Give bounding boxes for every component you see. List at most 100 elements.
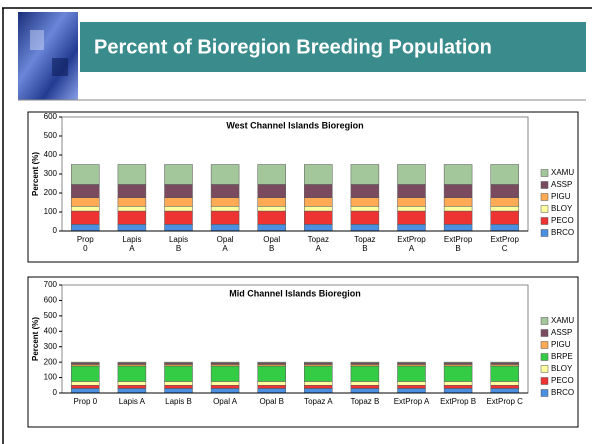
legend-swatch bbox=[541, 342, 548, 349]
bar-segment bbox=[71, 211, 99, 224]
legend-swatch bbox=[541, 218, 548, 225]
bar-segment bbox=[304, 388, 332, 393]
legend-label: BRPE bbox=[551, 352, 573, 361]
y-axis-title: Percent (%) bbox=[31, 317, 40, 361]
x-tick-label: Lapis B bbox=[165, 397, 192, 406]
y-tick-label: 0 bbox=[53, 388, 58, 397]
y-tick-label: 400 bbox=[44, 326, 58, 335]
bar-segment bbox=[118, 211, 146, 224]
bar-segment bbox=[304, 165, 332, 185]
bar-segment bbox=[444, 198, 472, 207]
legend-label: BRCO bbox=[551, 228, 574, 237]
bar-segment bbox=[165, 211, 193, 224]
bar-segment bbox=[351, 198, 379, 207]
bar-segment bbox=[118, 362, 146, 363]
bar-segment bbox=[258, 211, 286, 224]
legend-swatch bbox=[541, 182, 548, 189]
chart-title: West Channel Islands Bioregion bbox=[226, 120, 363, 130]
bar-segment bbox=[118, 381, 146, 385]
x-tick-label: ExtProp A bbox=[394, 397, 430, 406]
x-tick-label: Prop 0 bbox=[74, 397, 98, 406]
bar-segment bbox=[491, 165, 519, 185]
chart-title: Mid Channel Islands Bioregion bbox=[229, 288, 361, 298]
bar-segment bbox=[211, 381, 239, 385]
bar-segment bbox=[118, 165, 146, 185]
bar-segment bbox=[118, 206, 146, 211]
legend-swatch bbox=[541, 378, 548, 385]
bar-segment bbox=[71, 165, 99, 185]
y-tick-label: 400 bbox=[44, 150, 58, 159]
bar-segment bbox=[211, 211, 239, 224]
bar-segment bbox=[351, 184, 379, 197]
bar-segment bbox=[165, 184, 193, 197]
x-tick-label: Opal B bbox=[263, 235, 280, 253]
bar-segment bbox=[71, 198, 99, 207]
bar-segment bbox=[258, 388, 286, 393]
bar-segment bbox=[351, 206, 379, 211]
bar-segment bbox=[398, 381, 426, 385]
header-image-texture bbox=[52, 58, 68, 76]
y-tick-label: 0 bbox=[53, 226, 58, 235]
bar-segment bbox=[398, 388, 426, 393]
bar-segment bbox=[491, 366, 519, 381]
x-tick-label: Lapis A bbox=[122, 235, 141, 253]
bar-segment bbox=[211, 206, 239, 211]
header-image-texture bbox=[30, 30, 44, 50]
bar-segment bbox=[398, 165, 426, 185]
x-tick-label: ExtProp B bbox=[440, 397, 476, 406]
x-tick-label: Opal A bbox=[213, 397, 237, 406]
bar-segment bbox=[351, 165, 379, 185]
bar-segment bbox=[165, 206, 193, 211]
bar-segment bbox=[351, 366, 379, 381]
bar-segment bbox=[211, 184, 239, 197]
x-tick-label: Topaz A bbox=[304, 397, 332, 406]
bar-segment bbox=[258, 385, 286, 388]
bar-segment bbox=[304, 206, 332, 211]
bar-segment bbox=[165, 366, 193, 381]
bar-segment bbox=[444, 211, 472, 224]
bar-segment bbox=[165, 388, 193, 393]
bar-segment bbox=[491, 184, 519, 197]
bar-segment bbox=[444, 206, 472, 211]
bar-segment bbox=[444, 388, 472, 393]
x-tick-label: Lapis B bbox=[169, 235, 188, 253]
bar-segment bbox=[351, 224, 379, 231]
legend-label: BLOY bbox=[551, 204, 573, 213]
legend-swatch bbox=[541, 194, 548, 201]
legend-label: PIGU bbox=[551, 192, 571, 201]
legend-label: PECO bbox=[551, 376, 574, 385]
bar-segment bbox=[444, 366, 472, 381]
legend-label: ASSP bbox=[551, 180, 572, 189]
x-tick-label: Opal A bbox=[217, 235, 234, 253]
legend-swatch bbox=[541, 330, 548, 337]
bar-segment bbox=[211, 165, 239, 185]
bar-segment bbox=[491, 388, 519, 393]
bar-segment bbox=[258, 362, 286, 363]
y-tick-label: 500 bbox=[44, 131, 58, 140]
bar-segment bbox=[71, 385, 99, 388]
bar-segment bbox=[351, 381, 379, 385]
bar-segment bbox=[304, 362, 332, 363]
legend-swatch bbox=[541, 366, 548, 373]
legend-swatch bbox=[541, 354, 548, 361]
bar-segment bbox=[398, 206, 426, 211]
bar-segment bbox=[211, 366, 239, 381]
bar-segment bbox=[491, 211, 519, 224]
y-tick-label: 500 bbox=[44, 311, 58, 320]
bar-segment bbox=[71, 184, 99, 197]
y-tick-label: 600 bbox=[44, 112, 58, 121]
legend-label: PECO bbox=[551, 216, 574, 225]
bar-segment bbox=[258, 224, 286, 231]
bar-segment bbox=[491, 385, 519, 388]
bar-segment bbox=[118, 198, 146, 207]
bar-segment bbox=[71, 206, 99, 211]
bar-segment bbox=[444, 165, 472, 185]
x-tick-label: ExtProp C bbox=[486, 397, 522, 406]
bar-segment bbox=[258, 165, 286, 185]
y-tick-label: 600 bbox=[44, 296, 58, 305]
bar-segment bbox=[258, 184, 286, 197]
x-tick-label: Prop 0 bbox=[77, 235, 94, 253]
legend-label: PIGU bbox=[551, 340, 571, 349]
bar-segment bbox=[491, 224, 519, 231]
bar-segment bbox=[165, 381, 193, 385]
